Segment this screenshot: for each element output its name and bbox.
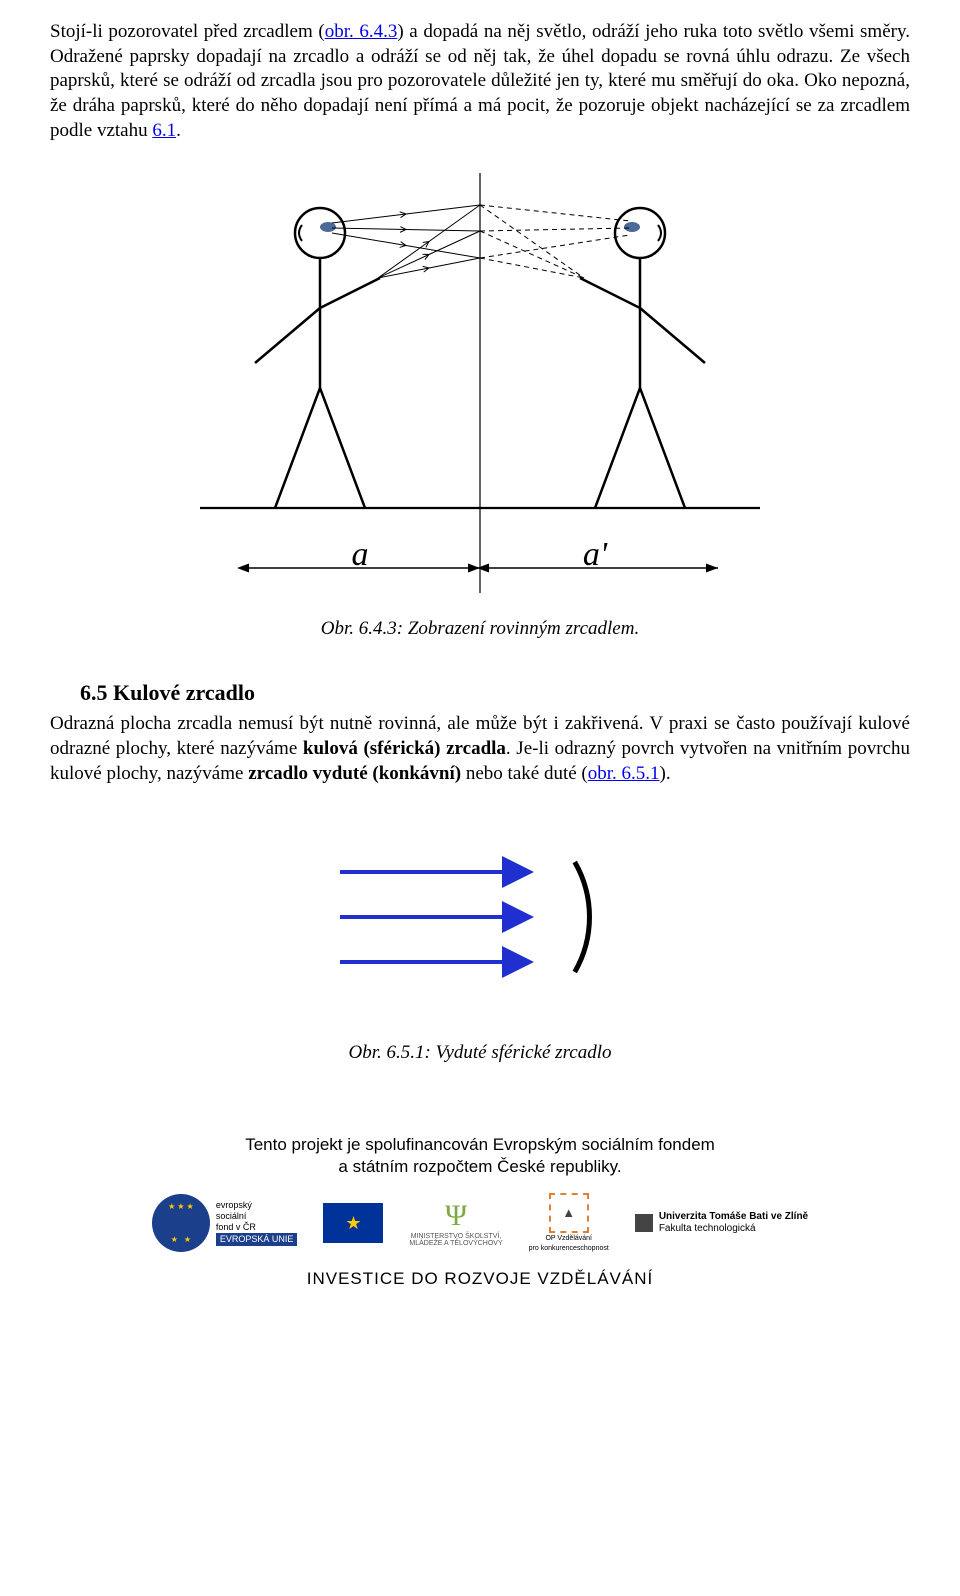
text: MINISTERSTVO ŠKOLSTVÍ,: [409, 1233, 502, 1240]
text: OP Vzdělávání: [529, 1235, 609, 1243]
figure-651-caption: Obr. 6.5.1: Vyduté sférické zrcadlo: [50, 1042, 910, 1064]
text: .: [176, 120, 181, 141]
figure-643-caption: Obr. 6.4.3: Zobrazení rovinným zrcadlem.: [50, 618, 910, 640]
logo-row: evropský sociální fond v ČR EVROPSKÁ UNI…: [50, 1193, 910, 1252]
opvzd-icon: ▲: [549, 1193, 589, 1233]
mirror-reflection-diagram: a a': [200, 173, 760, 593]
text: EVROPSKÁ UNIE: [216, 1233, 298, 1246]
esf-logo: evropský sociální fond v ČR EVROPSKÁ UNI…: [152, 1194, 298, 1252]
text: ).: [660, 763, 671, 784]
msmt-logo: Ψ MINISTERSTVO ŠKOLSTVÍ, MLÁDEŽE A TĚLOV…: [409, 1199, 502, 1247]
figure-643: a a': [50, 173, 910, 598]
figure-link-651[interactable]: obr. 6.5.1: [588, 763, 660, 784]
text: Univerzita Tomáše Bati ve Zlíně: [659, 1211, 808, 1223]
text: Stojí-li pozorovatel před zrcadlem (: [50, 21, 325, 42]
bold-term: zrcadlo vyduté (konkávní): [248, 763, 461, 784]
text: fond v ČR: [216, 1222, 298, 1233]
eu-logo: ★: [323, 1203, 383, 1243]
esf-labels: evropský sociální fond v ČR EVROPSKÁ UNI…: [216, 1200, 298, 1245]
svg-text:a: a: [352, 536, 369, 573]
eu-flag-icon: ★: [323, 1203, 383, 1243]
relation-link-61[interactable]: 6.1: [152, 120, 176, 141]
msmt-icon: Ψ: [409, 1199, 502, 1233]
intro-paragraph: Stojí-li pozorovatel před zrcadlem (obr.…: [50, 20, 910, 143]
footer-line2: a státním rozpočtem České republiky.: [50, 1156, 910, 1179]
text: pro konkurenceschopnost: [529, 1245, 609, 1253]
concave-mirror-diagram: [300, 817, 660, 1017]
text: nebo také duté (: [461, 763, 588, 784]
text: evropský: [216, 1200, 298, 1211]
svg-text:a': a': [583, 536, 608, 573]
text: MLÁDEŽE A TĚLOVÝCHOVY: [409, 1240, 502, 1247]
footer: Tento projekt je spolufinancován Evropsk…: [50, 1134, 910, 1289]
esf-stars-icon: [152, 1194, 210, 1252]
text: sociální: [216, 1211, 298, 1222]
footer-line1: Tento projekt je spolufinancován Evropsk…: [50, 1134, 910, 1157]
utb-logo: Univerzita Tomáše Bati ve Zlíně Fakulta …: [635, 1211, 808, 1235]
utb-square-icon: [635, 1214, 653, 1232]
text: Fakulta technologická: [659, 1223, 808, 1235]
section-65-paragraph: Odrazná plocha zrcadla nemusí být nutně …: [50, 712, 910, 786]
bold-term: kulová (sférická) zrcadla: [303, 738, 506, 759]
section-65-heading: 6.5 Kulové zrcadlo: [80, 680, 910, 706]
figure-651: [50, 817, 910, 1022]
figure-link-643[interactable]: obr. 6.4.3: [325, 21, 398, 42]
utb-labels: Univerzita Tomáše Bati ve Zlíně Fakulta …: [659, 1211, 808, 1235]
investice-label: INVESTICE DO ROZVOJE VZDĚLÁVÁNÍ: [50, 1269, 910, 1289]
opvzd-logo: ▲ OP Vzdělávání pro konkurenceschopnost: [529, 1193, 609, 1252]
